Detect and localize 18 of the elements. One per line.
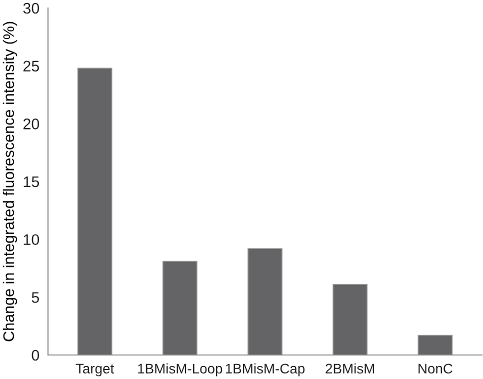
x-tick-label: 1BMisM-Loop [138,363,222,376]
x-tick-label: 2BMisM [326,363,374,374]
y-axis-title: Change in integrated fluorescence intensity (%) [2,22,18,342]
y-tick-label: 10 [24,234,40,246]
y-tick-label: 0 [32,350,40,361]
y-tick-label: 15 [24,176,40,188]
y-tick-label: 5 [32,292,40,303]
y-tick-label: 20 [23,118,40,130]
bar [77,68,112,355]
x-tick-label: NonC [418,364,452,374]
bar [162,260,198,355]
y-tick-label: 30 [23,2,40,14]
bar [248,248,282,355]
x-tick-label: 1BMisM-Cap [226,363,305,376]
bar [418,334,453,355]
y-tick-label: 25 [23,60,40,72]
bar [332,284,368,355]
x-tick-label: Target [76,364,114,376]
